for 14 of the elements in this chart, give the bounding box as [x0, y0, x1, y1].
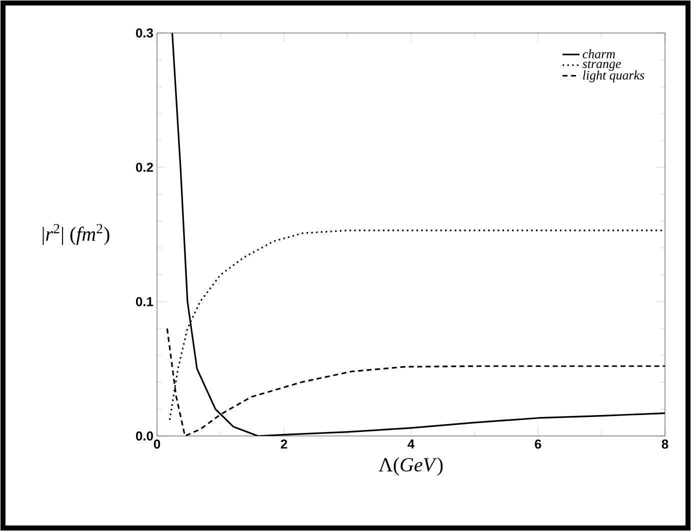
y-tick-label: 0.3 — [136, 28, 154, 38]
x-tick-label: 2 — [280, 440, 288, 449]
y-tick-label: 0.2 — [136, 162, 153, 172]
legend-label: strange — [582, 60, 621, 71]
y-tick-label: 0.0 — [136, 431, 153, 441]
x-tick-label: 4 — [408, 440, 415, 448]
x-tick-label: 0 — [154, 440, 160, 449]
legend-label: light quarks — [583, 70, 644, 82]
y-axis-title: |r$^{2}$| (fm$^{2}$) — [42, 224, 110, 245]
y-tick-label: 0.1 — [136, 297, 154, 306]
x-tick-label: 6 — [534, 440, 542, 449]
legend-label: charm — [582, 49, 615, 58]
x-axis-title: Λ(GeV) — [378, 458, 443, 476]
x-tick-label: 8 — [662, 440, 668, 449]
